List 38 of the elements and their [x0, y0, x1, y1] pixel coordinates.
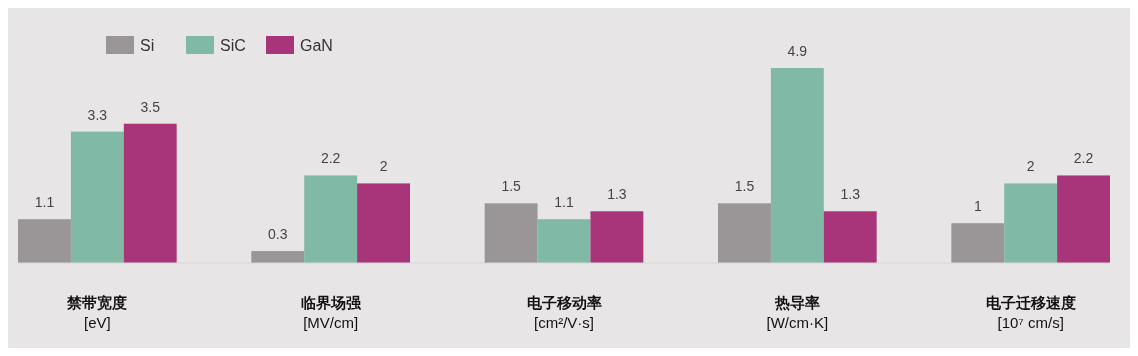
data-label: 0.3 — [268, 226, 288, 243]
x-tick-label: 电子迁移速度 [10⁷ cm/s] — [985, 294, 1076, 331]
data-label: 2.2 — [320, 150, 341, 167]
bar — [718, 203, 771, 263]
data-label: 1.1 — [554, 194, 574, 211]
data-label: 2.2 — [1073, 150, 1094, 167]
x-tick-label: 热导率 [W/cm·K] — [766, 294, 829, 331]
bar — [70, 131, 124, 263]
bar — [357, 183, 410, 263]
bar — [537, 219, 591, 263]
data-label: 1.3 — [840, 186, 861, 203]
bar — [823, 211, 877, 263]
legend-label: GaN — [300, 37, 333, 54]
x-tick-label: 禁带宽度 [eV] — [66, 294, 128, 331]
bar — [304, 175, 358, 263]
bar — [951, 223, 1005, 263]
data-label: 3.5 — [140, 98, 161, 115]
bar — [18, 219, 71, 263]
bar — [770, 68, 824, 263]
data-label: 3.3 — [87, 106, 108, 123]
data-label: 1.1 — [34, 194, 55, 211]
bar — [1057, 175, 1110, 263]
bar — [484, 203, 538, 263]
legend-label: SiC — [220, 37, 246, 54]
bar — [251, 251, 305, 263]
bar — [590, 211, 644, 263]
data-label: 2 — [379, 158, 388, 175]
x-tick-label: 电子移动率 [cm²/V·s] — [526, 294, 602, 331]
data-label: 1 — [973, 198, 982, 215]
data-label: 4.9 — [787, 43, 808, 59]
x-tick-label: 临界场强 [MV/cm] — [300, 294, 362, 331]
bar — [123, 123, 177, 263]
data-label: 1.5 — [734, 178, 755, 195]
legend-label: Si — [140, 37, 155, 54]
data-label: 1.5 — [501, 178, 522, 195]
data-label: 2 — [1026, 158, 1035, 175]
bar — [1004, 183, 1058, 263]
data-label: 1.3 — [607, 186, 627, 203]
